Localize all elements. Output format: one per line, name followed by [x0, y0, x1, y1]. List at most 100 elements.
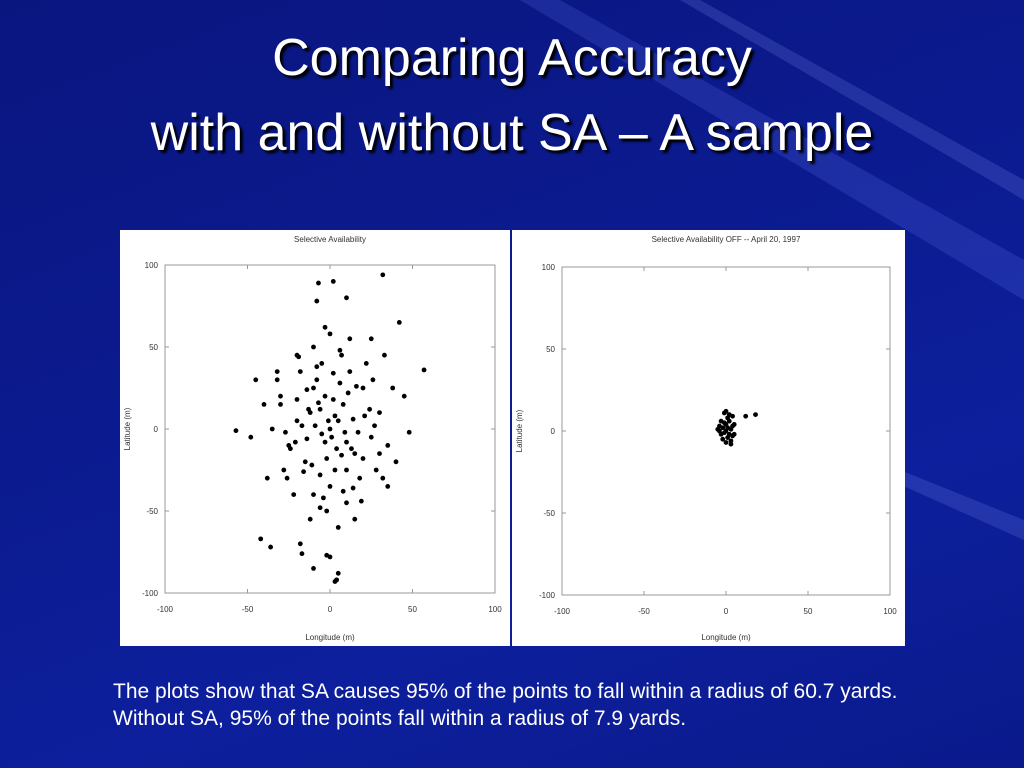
- data-point: [233, 428, 239, 434]
- data-point: [311, 492, 316, 497]
- data-point: [728, 438, 734, 444]
- data-point: [380, 272, 386, 278]
- data-point: [278, 393, 283, 399]
- data-point: [368, 336, 374, 342]
- x-tick-label: -50: [638, 607, 650, 616]
- data-point: [292, 439, 298, 445]
- data-point: [344, 439, 349, 445]
- data-point: [390, 385, 396, 391]
- data-point: [363, 361, 369, 366]
- data-point: [368, 434, 374, 440]
- x-tick-label: -100: [554, 607, 571, 616]
- data-point: [322, 439, 328, 445]
- data-point: [360, 385, 366, 391]
- data-point: [334, 577, 339, 583]
- data-point: [357, 475, 363, 481]
- data-point: [349, 446, 354, 452]
- data-point: [261, 402, 267, 407]
- chart-panel: Selective Availability Longitude (m) Latit…: [120, 230, 510, 646]
- data-point: [307, 516, 313, 522]
- data-point: [317, 472, 323, 478]
- data-point: [322, 393, 328, 399]
- data-point: [324, 552, 330, 558]
- data-point: [337, 347, 343, 353]
- data-point: [720, 436, 726, 442]
- data-point: [311, 344, 316, 350]
- data-point: [321, 495, 326, 501]
- data-point: [393, 459, 399, 465]
- data-point: [723, 440, 729, 445]
- data-point: [728, 441, 734, 447]
- slide-title-line: with and without SA – A sample: [150, 104, 874, 162]
- data-point: [330, 279, 336, 284]
- data-point: [344, 467, 349, 473]
- data-point: [306, 406, 311, 412]
- x-tick-label: 100: [488, 605, 502, 614]
- data-point: [330, 370, 336, 376]
- x-tick-label: 50: [408, 605, 417, 614]
- data-point: [344, 295, 349, 301]
- data-point: [354, 383, 359, 389]
- data-point: [372, 423, 377, 429]
- data-point: [731, 431, 737, 437]
- data-point: [358, 498, 364, 504]
- data-point: [725, 435, 731, 440]
- data-point: [301, 469, 306, 475]
- chart-title: Selective Availability: [294, 235, 366, 244]
- data-point: [380, 475, 386, 481]
- data-point: [314, 377, 320, 383]
- data-point: [319, 431, 325, 437]
- data-point: [297, 541, 303, 547]
- chart-panel: Selective Availability OFF -- April 20, …: [512, 230, 905, 646]
- data-point: [317, 505, 323, 511]
- x-axis-label: Longitude (m): [305, 633, 355, 642]
- data-point: [355, 429, 361, 435]
- data-point: [350, 416, 356, 422]
- data-point: [324, 456, 330, 461]
- data-point: [342, 429, 348, 435]
- data-point: [340, 402, 346, 407]
- data-point: [382, 352, 387, 358]
- x-tick-label: -100: [157, 605, 174, 614]
- data-point: [715, 426, 721, 432]
- data-point: [335, 418, 341, 424]
- data-point: [330, 397, 336, 402]
- data-point: [406, 429, 412, 435]
- data-point: [299, 551, 305, 557]
- data-point: [302, 459, 308, 465]
- data-point: [327, 331, 333, 337]
- data-point: [311, 385, 316, 391]
- data-point: [296, 354, 302, 360]
- caption: The plots show that SA causes 95% of the…: [113, 680, 898, 730]
- data-point: [350, 485, 356, 491]
- data-point: [396, 320, 402, 325]
- data-point: [314, 364, 320, 370]
- data-point: [274, 377, 280, 383]
- data-point: [401, 393, 407, 399]
- y-tick-label: 50: [149, 343, 158, 352]
- panel-background: [512, 230, 905, 646]
- data-point: [291, 492, 297, 497]
- y-tick-label: 0: [154, 425, 159, 434]
- data-point: [373, 467, 379, 473]
- data-point: [311, 566, 316, 571]
- data-point: [377, 451, 382, 456]
- data-point: [337, 380, 343, 386]
- data-point: [248, 434, 254, 440]
- data-point: [718, 418, 724, 424]
- y-tick-label: -50: [146, 507, 158, 516]
- data-point: [339, 452, 344, 458]
- y-tick-label: 50: [546, 345, 555, 354]
- data-point: [335, 570, 341, 576]
- data-point: [288, 446, 293, 452]
- data-point: [335, 525, 341, 530]
- data-point: [332, 413, 338, 419]
- data-point: [334, 446, 339, 452]
- data-point: [377, 410, 382, 415]
- data-point: [299, 423, 305, 429]
- data-point: [297, 369, 303, 374]
- data-point: [345, 390, 351, 396]
- data-point: [344, 500, 349, 506]
